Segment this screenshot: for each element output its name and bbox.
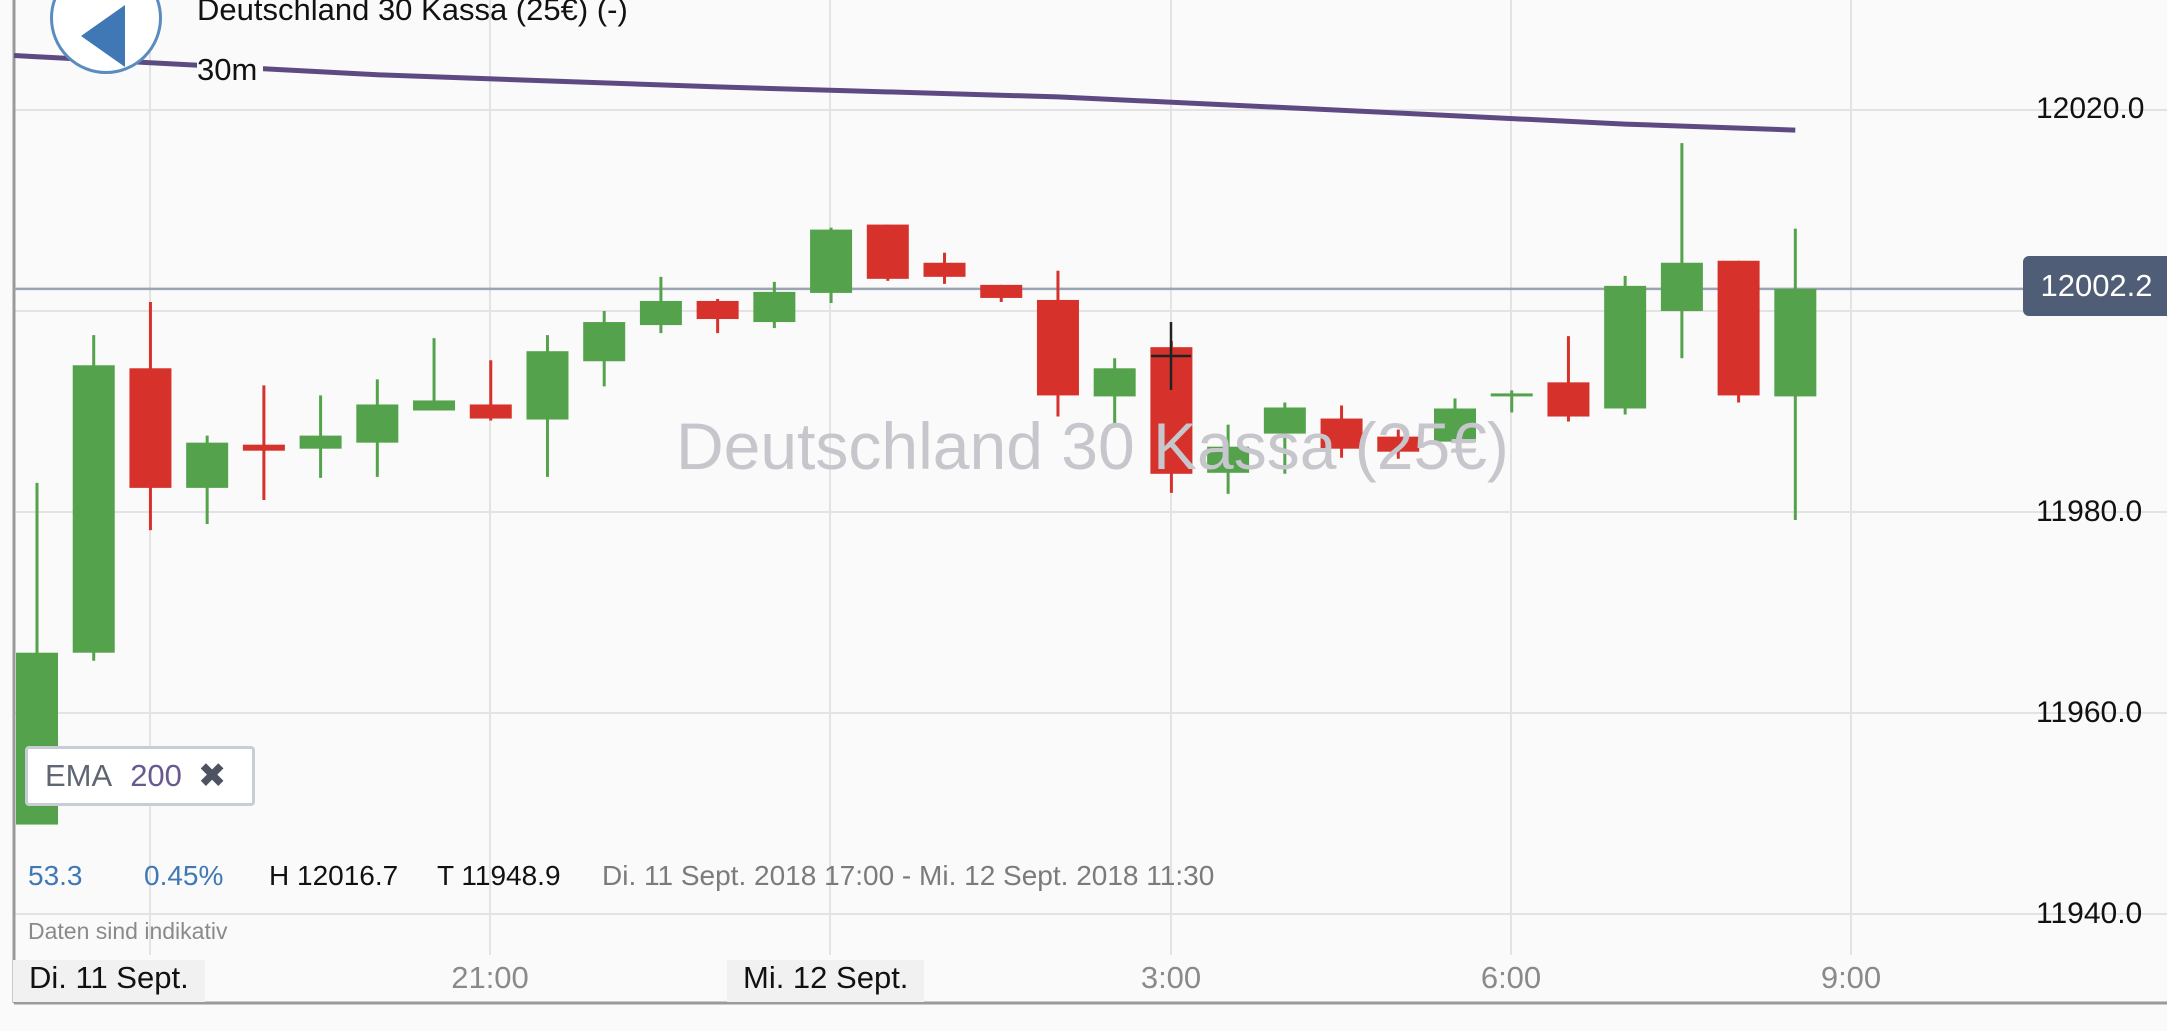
candle-up [1093, 368, 1136, 397]
candle-down [469, 404, 512, 419]
candle-down [980, 284, 1023, 298]
close-icon[interactable]: ✖ [197, 757, 227, 795]
candle-up [526, 351, 569, 420]
ema-indicator-chip[interactable]: EMA 200 ✖ [25, 746, 255, 806]
low-value: T 11948.9 [437, 860, 561, 891]
candle-up [1660, 262, 1703, 311]
candle-up [1604, 285, 1647, 409]
candle-down [1547, 382, 1590, 417]
indicator-period: 200 [130, 758, 182, 793]
candle-up [1207, 446, 1250, 473]
instrument-title: Deutschland 30 Kassa (25€) (-) [197, 0, 628, 27]
candle-up [1490, 393, 1533, 397]
candle-up [299, 435, 342, 449]
disclaimer: Daten sind indikativ [28, 918, 228, 944]
candle-up [413, 400, 456, 411]
current-price-tag: 12002.2 [2023, 256, 2167, 316]
candle-up [583, 322, 626, 362]
ema-line [13, 53, 1796, 133]
candle-down [1377, 436, 1420, 452]
interval-selector[interactable]: 30m [197, 52, 264, 88]
price-tick: 11960.0 [2036, 696, 2143, 729]
candle-up [356, 404, 399, 443]
change-percent: 0.45% [144, 860, 224, 891]
price-tick: 12020.0 [2036, 92, 2145, 125]
back-arrow-icon [81, 5, 125, 67]
candle-down [923, 262, 966, 277]
candle-up [1263, 407, 1306, 434]
date-range: Di. 11 Sept. 2018 17:00 - Mi. 12 Sept. 2… [602, 860, 1215, 891]
candle-up [186, 442, 229, 488]
candle-down [242, 444, 285, 451]
day-label: Mi. 12 Sept. [727, 960, 925, 1002]
candle-down [1320, 418, 1363, 449]
candle-down [129, 368, 172, 488]
candle-up [1774, 288, 1817, 397]
candle-up [1434, 408, 1476, 442]
candle-up [810, 229, 853, 293]
candle-down [1717, 260, 1760, 396]
time-label: 9:00 [1820, 960, 1882, 995]
time-label: 3:00 [1140, 960, 1202, 995]
indicator-name: EMA [45, 758, 113, 793]
candle-down [696, 300, 739, 320]
candle-down [1036, 299, 1079, 396]
time-label: 6:00 [1480, 960, 1542, 995]
candle-up [72, 365, 115, 653]
price-tick: 11940.0 [2036, 897, 2143, 930]
candle-up [753, 291, 796, 323]
change-value: 53.3 [28, 860, 83, 891]
candle-down [866, 224, 909, 279]
candle-up [639, 300, 682, 326]
high-value: H 12016.7 [269, 860, 399, 891]
day-label: Di. 11 Sept. [13, 960, 205, 1002]
time-label: 21:00 [451, 960, 529, 995]
price-tick: 11980.0 [2036, 495, 2143, 528]
